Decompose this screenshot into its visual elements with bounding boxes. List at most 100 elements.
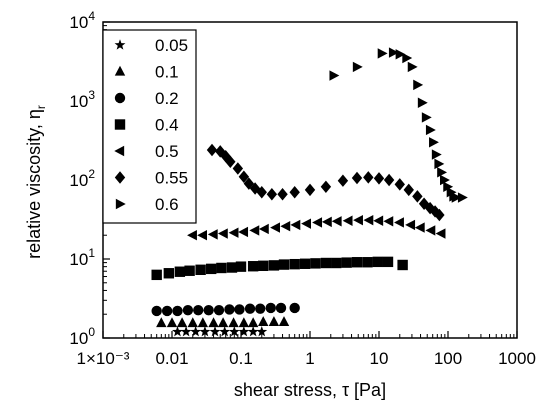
data-point bbox=[382, 256, 394, 268]
legend: 0.05 0.1 0.2 0.4 0.5 0.55 0.6 bbox=[102, 29, 197, 224]
data-point bbox=[258, 316, 269, 327]
data-point bbox=[225, 155, 236, 169]
data-point bbox=[351, 171, 363, 185]
data-point bbox=[373, 172, 385, 185]
data-point bbox=[373, 215, 384, 226]
legend-label: 0.2 bbox=[155, 89, 179, 108]
data-point bbox=[437, 167, 448, 178]
x-tick-label: 0.01 bbox=[155, 349, 188, 368]
series-0.4 bbox=[151, 256, 408, 281]
data-point bbox=[217, 317, 229, 328]
data-point bbox=[156, 317, 167, 328]
data-point bbox=[235, 261, 247, 272]
data-point bbox=[275, 302, 287, 314]
data-point bbox=[310, 258, 321, 269]
data-point bbox=[238, 326, 250, 337]
x-tick-label: 1×10⁻³ bbox=[77, 349, 130, 368]
legend-marker bbox=[114, 171, 126, 184]
data-point bbox=[435, 228, 446, 239]
data-point bbox=[176, 317, 188, 328]
data-point bbox=[421, 112, 432, 123]
x-tick-label: 100 bbox=[434, 349, 462, 368]
data-point bbox=[206, 263, 217, 275]
series-0.55 bbox=[206, 143, 445, 222]
data-point bbox=[238, 226, 249, 238]
data-point bbox=[249, 225, 260, 236]
data-point bbox=[199, 326, 211, 337]
data-point bbox=[226, 262, 238, 273]
y-tick-label: 102 bbox=[69, 167, 95, 190]
data-point bbox=[320, 180, 332, 194]
series-0.05 bbox=[172, 326, 268, 337]
data-point bbox=[247, 326, 259, 337]
data-point bbox=[228, 317, 239, 328]
data-point bbox=[265, 302, 276, 314]
data-point bbox=[352, 61, 363, 73]
data-point bbox=[278, 316, 290, 327]
data-point bbox=[331, 257, 342, 269]
data-point bbox=[195, 264, 206, 275]
data-point bbox=[190, 326, 202, 337]
data-point bbox=[197, 317, 209, 328]
data-point bbox=[163, 268, 175, 279]
data-point bbox=[256, 326, 268, 337]
legend-label: 0.5 bbox=[155, 142, 179, 161]
data-point bbox=[412, 190, 423, 203]
data-point bbox=[216, 262, 227, 274]
x-tick-label: 0.1 bbox=[229, 349, 253, 368]
x-axis-label: shear stress, τ [Pa] bbox=[234, 380, 386, 400]
data-point bbox=[258, 260, 269, 272]
data-point bbox=[304, 183, 316, 197]
data-point bbox=[417, 97, 428, 108]
data-point bbox=[289, 185, 300, 199]
data-point bbox=[277, 188, 288, 201]
data-point bbox=[270, 222, 281, 233]
data-point bbox=[290, 219, 301, 231]
legend-marker bbox=[114, 119, 126, 130]
data-point bbox=[180, 326, 192, 337]
data-point bbox=[256, 185, 267, 199]
data-point bbox=[363, 214, 374, 226]
data-point bbox=[425, 225, 436, 236]
data-point bbox=[174, 266, 186, 277]
data-point bbox=[193, 304, 204, 316]
data-point bbox=[197, 230, 208, 241]
legend-label: 0.6 bbox=[155, 195, 179, 214]
data-point bbox=[266, 188, 278, 201]
data-point bbox=[161, 305, 173, 317]
data-point bbox=[268, 316, 280, 327]
x-tick-label: 1 bbox=[305, 349, 314, 368]
data-point bbox=[424, 201, 436, 215]
data-point bbox=[172, 305, 183, 317]
y-axis-label: relative viscosity, ηr bbox=[24, 105, 48, 259]
data-point bbox=[301, 218, 312, 229]
data-point bbox=[394, 217, 404, 228]
data-point bbox=[255, 303, 266, 314]
data-point bbox=[203, 304, 214, 316]
data-point bbox=[172, 326, 183, 337]
data-point bbox=[405, 219, 416, 231]
series-0.1 bbox=[156, 316, 290, 328]
data-point bbox=[232, 162, 244, 175]
data-point bbox=[434, 158, 445, 170]
x-tick-label: 10 bbox=[370, 349, 389, 368]
data-point bbox=[207, 229, 218, 240]
data-point bbox=[278, 259, 290, 270]
data-point bbox=[151, 305, 162, 317]
data-point bbox=[331, 216, 342, 227]
y-axis-label-main: relative viscosity, η bbox=[24, 109, 44, 259]
legend-label: 0.4 bbox=[155, 116, 179, 135]
data-point bbox=[362, 257, 373, 268]
series-layer bbox=[151, 47, 468, 337]
data-point bbox=[247, 261, 259, 272]
y-tick-label: 101 bbox=[69, 246, 95, 269]
data-point bbox=[321, 216, 332, 228]
data-point bbox=[166, 317, 178, 328]
data-point bbox=[446, 187, 457, 198]
data-point bbox=[413, 79, 424, 91]
legend-marker bbox=[114, 92, 126, 104]
data-point bbox=[219, 326, 231, 337]
data-point bbox=[243, 177, 255, 190]
y-tick-label: 100 bbox=[69, 325, 95, 348]
data-point bbox=[182, 304, 194, 316]
